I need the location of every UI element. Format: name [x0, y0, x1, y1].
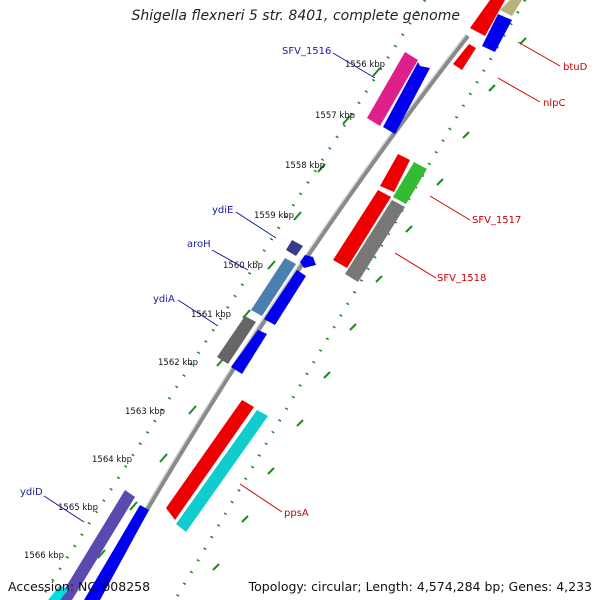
- gene-olive-top[interactable]: [500, 0, 522, 16]
- tick-label: 1564 kbp: [92, 455, 132, 465]
- gene-ppsa-red[interactable]: [166, 400, 254, 520]
- label-ydie[interactable]: ydiE: [212, 205, 233, 216]
- tick-label: 1558 kbp: [285, 161, 325, 171]
- gene-ppsa-cyan[interactable]: [176, 410, 268, 532]
- gene-sfv1518-block[interactable]: [345, 200, 405, 282]
- gene-sfv1517-head[interactable]: [380, 154, 410, 192]
- topology-text: Topology: circular; Length: 4,574,284 bp…: [248, 579, 592, 594]
- tick-1564: 1564 kbp: [92, 453, 168, 465]
- gene-sfv1516-arrow[interactable]: [383, 62, 430, 134]
- gene-ydie-arrow[interactable]: [300, 255, 316, 268]
- tick-label: 1565 kbp: [58, 503, 98, 513]
- tick-label: 1562 kbp: [158, 358, 198, 368]
- tick-label: 1560 kbp: [223, 261, 263, 271]
- tick-1557: 1557 kbp: [315, 111, 355, 125]
- tick-1556: 1556 kbp: [345, 60, 385, 77]
- gene-btud-arrow[interactable]: [453, 44, 476, 70]
- gene-ydia-block[interactable]: [217, 316, 256, 364]
- tick-label: 1556 kbp: [345, 60, 385, 70]
- label-aroh[interactable]: aroH: [187, 239, 211, 250]
- outer-dotted-ring: [173, 0, 527, 600]
- gene-ydid-block[interactable]: [58, 490, 135, 600]
- gene-btud-block[interactable]: [470, 0, 505, 36]
- label-nlpc[interactable]: nlpC: [543, 98, 565, 109]
- tick-label: 1566 kbp: [24, 551, 64, 561]
- tick-1560: 1560 kbp: [223, 260, 276, 271]
- gene-ydid-arrow[interactable]: [84, 505, 149, 600]
- label-sfv1518[interactable]: SFV_1518: [437, 273, 486, 284]
- label-sfv1516[interactable]: SFV_1516: [282, 46, 331, 57]
- tick-1562: 1562 kbp: [158, 357, 225, 368]
- accession-text: Accession: NC_008258: [8, 579, 151, 594]
- gene-ydia-arrow[interactable]: [231, 330, 267, 374]
- gene-nlpc-arrow[interactable]: [482, 14, 512, 52]
- tick-1559: 1559 kbp: [254, 211, 302, 221]
- gene-aroh-arrow[interactable]: [264, 270, 306, 325]
- tick-label: 1557 kbp: [315, 111, 355, 121]
- gene-sfv1516-block[interactable]: [367, 52, 418, 126]
- inner-dotted-ring: [38, 0, 427, 600]
- label-ydid[interactable]: ydiD: [20, 487, 43, 498]
- tick-1563: 1563 kbp: [125, 405, 197, 417]
- tick-1561: 1561 kbp: [191, 309, 251, 320]
- gene-sfv1517-block[interactable]: [333, 190, 391, 268]
- label-ppsa[interactable]: ppsA: [284, 508, 309, 519]
- gene-ydie-block[interactable]: [286, 240, 303, 256]
- gene-aroh-block[interactable]: [251, 258, 296, 316]
- tick-1558: 1558 kbp: [285, 161, 326, 173]
- map-title: Shigella flexneri 5 str. 8401, complete …: [131, 8, 460, 24]
- label-ydia[interactable]: ydiA: [153, 294, 175, 305]
- genome-backbone: [93, 34, 470, 600]
- tick-label: 1559 kbp: [254, 211, 294, 221]
- tick-label: 1563 kbp: [125, 407, 165, 417]
- gene-sfv1517-green[interactable]: [393, 162, 427, 204]
- tick-1565: 1565 kbp: [58, 501, 138, 513]
- label-btud[interactable]: btuD: [563, 62, 588, 73]
- gene-cyan-bottom[interactable]: [48, 585, 68, 600]
- tick-label: 1561 kbp: [191, 310, 231, 320]
- label-sfv1517[interactable]: SFV_1517: [472, 215, 521, 226]
- outer-ticks: [212, 37, 527, 571]
- tick-1566: 1566 kbp: [24, 549, 106, 561]
- label-leaders: [43, 41, 561, 523]
